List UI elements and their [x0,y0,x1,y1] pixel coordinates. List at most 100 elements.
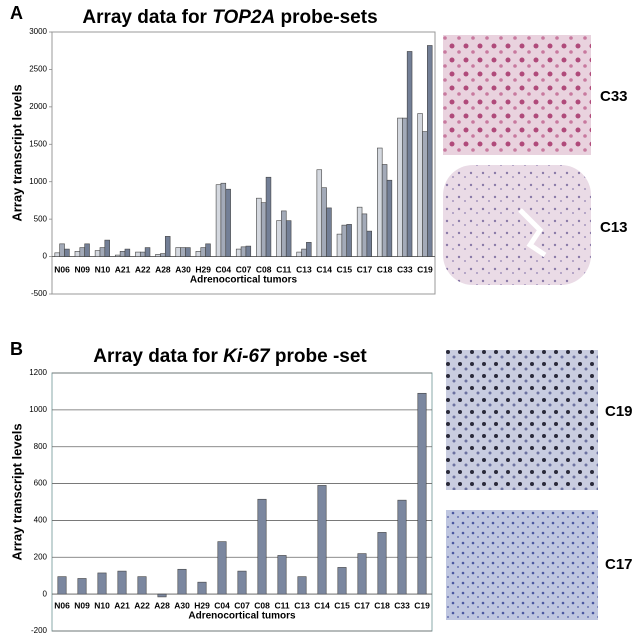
y-tick-label: 1000 [29,177,47,186]
y-tick-label: 400 [34,516,48,525]
bar [245,245,252,257]
x-tick-label: C18 [374,600,390,610]
y-tick-label: 1200 [29,368,47,377]
bar [157,593,167,598]
bar [200,247,206,257]
bar [164,236,171,257]
x-tick-label: C04 [214,600,230,610]
x-tick-label: A22 [135,264,151,274]
bar [337,567,347,595]
bar [317,485,327,595]
y-tick-label: 600 [34,479,48,488]
x-tick-label: N06 [54,600,70,610]
bar [74,251,81,257]
bar [422,131,428,257]
x-tick-label: A21 [114,600,130,610]
x-tick-label: C17 [357,264,373,274]
x-tick-label: A22 [134,600,150,610]
x-tick-label: C19 [414,600,430,610]
panel-label: B [10,339,23,359]
x-tick-label: N09 [74,264,90,274]
x-tick-label: C13 [294,600,310,610]
bar [356,206,363,257]
plot-frame [51,31,436,295]
bar [215,184,222,257]
bar [276,220,282,257]
bar [177,568,187,595]
x-tick-label: N06 [54,264,70,274]
x-tick-label: C07 [236,264,252,274]
bar [97,572,107,595]
bar [64,248,70,257]
bar [336,233,343,257]
y-tick-label: -500 [31,289,48,298]
x-tick-label: C14 [314,600,330,610]
bar [144,247,151,257]
x-tick-label: C33 [397,264,413,274]
title-part: probe-sets [275,7,377,28]
y-tick-label: 500 [34,214,48,223]
bar [406,51,413,257]
y-tick-label: 800 [34,442,48,451]
x-tick-label: C15 [336,264,352,274]
micrograph [443,35,591,155]
x-tick-label: C11 [274,600,289,610]
x-tick-label: C33 [394,600,410,610]
bar [257,498,267,595]
x-tick-label: C17 [354,600,370,610]
bar [361,213,368,257]
bar [326,207,332,257]
bar [240,246,247,257]
bar [220,182,227,257]
x-tick-label: N10 [95,264,111,274]
y-tick-label: -200 [31,626,48,635]
bar [175,247,181,257]
y-tick-label: 2500 [29,65,47,74]
x-tick-label: H29 [195,264,211,274]
bar [285,220,292,257]
bar [357,553,367,595]
bar [256,197,262,257]
chart-title: Array data for TOP2A probe-sets [82,7,377,28]
bar [139,251,146,257]
x-tick-label: H29 [194,600,210,610]
panel-label: A [10,3,23,23]
x-tick-label: C08 [256,264,272,274]
x-tick-label: C19 [417,264,433,274]
micrograph [446,510,598,620]
micrograph [446,350,598,490]
image-label: C17 [605,556,633,573]
bar [386,179,393,257]
bar [114,254,121,257]
bar [402,117,408,257]
bar [205,243,211,257]
bar [417,392,427,595]
x-tick-label: N10 [94,600,110,610]
bar [265,176,272,257]
bar [225,188,231,257]
x-tick-label: A28 [154,600,170,610]
chart-title: Array data for Ki-67 probe -set [93,346,367,367]
bar [397,499,407,595]
bar [237,570,247,595]
bar [341,224,348,257]
bar [84,243,90,257]
bar [197,581,207,595]
bar [377,147,383,257]
bar [217,541,227,595]
x-tick-label: A30 [174,600,190,610]
bar [180,247,186,257]
bar [77,578,87,595]
bar [427,45,433,257]
bar [99,247,106,257]
y-tick-label: 1000 [29,405,47,414]
x-tick-label: C04 [216,264,232,274]
bar [79,247,85,257]
x-tick-label: A21 [115,264,131,274]
bar [277,555,287,595]
x-tick-label: C13 [296,264,312,274]
bar [260,202,267,257]
bar [316,169,323,257]
title-part: Array data for [93,346,223,367]
title-part: Ki-67 [223,346,271,367]
